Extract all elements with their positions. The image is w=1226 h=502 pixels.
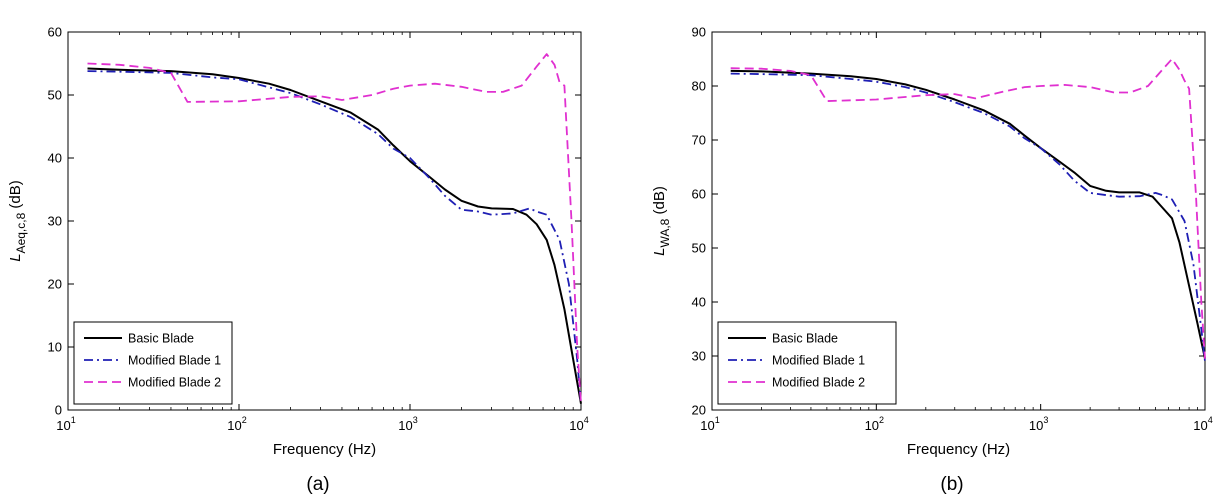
legend-label-3: Modified Blade 2 <box>128 376 221 390</box>
y-axis-title: LAeq,c,8 (dB) <box>7 180 28 262</box>
y-tick-label: 20 <box>692 403 706 418</box>
panel-a: 101 102 103 104 0 10 20 30 40 50 60 Frequency (Hz) L… <box>7 25 589 496</box>
legend-label-2: Modified Blade 1 <box>128 354 221 368</box>
x-tick-label: 102 <box>227 415 246 433</box>
x-tick-label: 101 <box>700 415 719 433</box>
y-tick-label: 30 <box>48 214 62 229</box>
y-tick-label: 70 <box>692 133 706 148</box>
panel-caption: (b) <box>940 474 963 495</box>
x-tick-label: 102 <box>865 415 884 433</box>
y-tick-label: 80 <box>692 79 706 94</box>
y-tick-label: 50 <box>692 241 706 256</box>
x-tick-label: 101 <box>56 415 75 433</box>
x-tick-label: 103 <box>1029 415 1048 433</box>
series-line-2 <box>730 72 1206 362</box>
y-tick-label: 60 <box>48 25 62 40</box>
y-tick-label: 0 <box>55 403 62 418</box>
series-line-3 <box>87 53 582 404</box>
legend: Basic Blade Modified Blade 1 Modified Blad… <box>717 321 897 405</box>
y-tick-label: 20 <box>48 277 62 292</box>
y-tick-label: 50 <box>48 88 62 103</box>
y-tick-label: 30 <box>692 349 706 364</box>
panel-caption: (a) <box>306 474 329 495</box>
legend-label-3: Modified Blade 2 <box>772 376 865 390</box>
legend-label-1: Basic Blade <box>772 332 838 346</box>
series-line-3 <box>730 58 1206 359</box>
y-tick-label: 10 <box>48 340 62 355</box>
y-tick-label: 60 <box>692 187 706 202</box>
legend-box <box>717 321 897 405</box>
y-tick-label: 40 <box>692 295 706 310</box>
legend: Basic Blade Modified Blade 1 Modified Blad… <box>73 321 233 405</box>
series-line-1 <box>730 69 1206 359</box>
y-tick-label: 40 <box>48 151 62 166</box>
x-tick-label: 104 <box>569 415 588 433</box>
x-axis-title: Frequency (Hz) <box>907 441 1010 458</box>
y-tick-label: 90 <box>692 25 706 40</box>
x-axis-title: Frequency (Hz) <box>273 441 376 458</box>
legend-label-1: Basic Blade <box>128 332 194 346</box>
panel-b: 101 102 103 104 20 30 40 50 60 70 80 90 Frequency (H… <box>651 25 1213 496</box>
y-axis-title: LWA,8 (dB) <box>651 186 672 256</box>
legend-label-2: Modified Blade 1 <box>772 354 865 368</box>
series-line-1 <box>87 67 582 404</box>
x-tick-label: 103 <box>398 415 417 433</box>
legend-box <box>73 321 233 405</box>
x-tick-label: 104 <box>1193 415 1212 433</box>
